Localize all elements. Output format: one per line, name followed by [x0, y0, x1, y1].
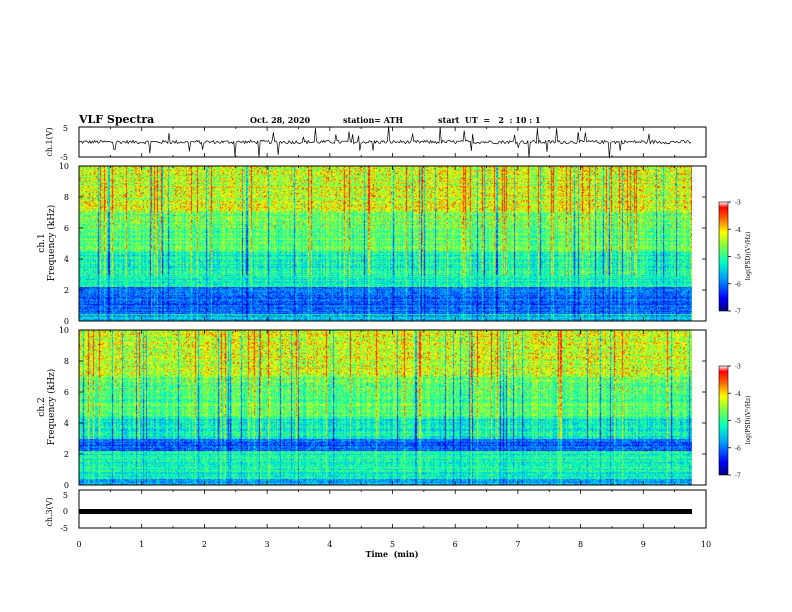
- ch3-waveform-ticks: [78, 490, 707, 528]
- ch1-waveform-panel: 5 -5 ch.1(V): [45, 124, 707, 162]
- colorbar-tick-label: -7: [735, 473, 741, 480]
- y-tick-label: 4: [64, 255, 69, 264]
- y-tick-label: 2: [64, 450, 69, 459]
- y-tick-label: 10: [59, 326, 69, 335]
- x-axis-label: Time (min): [365, 549, 418, 559]
- ch3-waveform-ylabel: ch.3(V): [45, 497, 54, 526]
- ch2-colorbar-label: log(PSD)(V²/Hz): [745, 396, 752, 445]
- ch1-spectrogram-panel: 0 2 4 6 8 10 ch.1 Frequency (kHz): [37, 162, 707, 326]
- ch2-spectrogram-ylabel-channel: ch.2: [37, 397, 47, 416]
- ch1-spectrogram-ylabel: Frequency (kHz): [46, 205, 57, 282]
- y-tick-label: 6: [64, 388, 69, 397]
- colorbar-tick-label: -3: [735, 200, 741, 207]
- ch3-waveform-ytick-mid: 0: [63, 507, 68, 516]
- ch1-colorbar-label: log(PSD)(V²/Hz): [745, 232, 752, 281]
- colorbar-tick-label: -3: [735, 364, 741, 371]
- colorbar-tick-label: -7: [735, 309, 741, 316]
- ch1-waveform-ytick-bottom: -5: [60, 153, 68, 162]
- y-tick-label: 0: [64, 481, 69, 490]
- date-label: Oct. 28, 2020: [250, 115, 311, 125]
- ch2-spectrogram-ylabel: Frequency (kHz): [46, 369, 57, 446]
- ch1-waveform-line: [78, 126, 692, 159]
- ch2-spectrogram-image: [79, 330, 692, 485]
- ch1-colorbar-ticks: -3 -4 -5 -6 -7: [728, 200, 741, 316]
- y-tick-label: 8: [64, 357, 69, 366]
- ch1-spectrogram-image: [79, 166, 692, 321]
- y-tick-label: 10: [59, 162, 69, 171]
- x-tick-label: 6: [453, 540, 458, 549]
- y-tick-label: 8: [64, 193, 69, 202]
- ch1-waveform-ylabel: ch.1(V): [45, 127, 54, 156]
- ch1-waveform-ticks: [78, 127, 707, 157]
- ch2-colorbar: -3 -4 -5 -6 -7 log(PSD)(V²/Hz): [718, 364, 752, 480]
- start-time-label: start UT = 2 : 10 : 1: [438, 115, 541, 125]
- x-tick-label: 0: [76, 540, 81, 549]
- x-tick-label: 10: [701, 540, 711, 549]
- x-tick-label: 2: [202, 540, 207, 549]
- colorbar-tick-label: -6: [735, 281, 741, 288]
- colorbar-tick-label: -4: [735, 391, 741, 398]
- ch1-spectrogram-ylabel-channel: ch.1: [37, 233, 47, 252]
- y-tick-label: 0: [64, 317, 69, 326]
- colorbar-tick-label: -4: [735, 227, 741, 234]
- x-tick-label: 4: [327, 540, 332, 549]
- ch3-waveform-ytick-bottom: -5: [60, 524, 68, 533]
- ch3-waveform-ytick-top: 5: [63, 491, 68, 500]
- x-tick-label: 9: [641, 540, 646, 549]
- figure-title: VLF Spectra: [78, 113, 154, 126]
- ch2-colorbar-ticks: -3 -4 -5 -6 -7: [728, 364, 741, 480]
- ch1-spectrogram-ticks: [78, 166, 707, 321]
- ch1-colorbar-gradient: [718, 201, 729, 312]
- ch1-colorbar: -3 -4 -5 -6 -7 log(PSD)(V²/Hz): [718, 200, 752, 316]
- ch2-spectrogram-ticks: [78, 330, 707, 485]
- ch1-waveform-ytick-top: 5: [63, 124, 68, 133]
- spectrogram-raster: [79, 330, 692, 485]
- x-tick-label: 3: [265, 540, 270, 549]
- ch3-waveform-line: [79, 509, 692, 514]
- ch3-waveform-panel: 5 0 -5 ch.3(V): [45, 489, 707, 533]
- colorbar-tick-label: -5: [735, 254, 741, 261]
- x-tick-label: 8: [578, 540, 583, 549]
- y-tick-label: 2: [64, 286, 69, 295]
- x-axis-tick-labels: 0 1 2 3 4 5 6 7 8 9 10: [76, 540, 711, 549]
- spectrogram-raster: [79, 166, 692, 321]
- y-tick-label: 4: [64, 419, 69, 428]
- ch2-spectrogram-panel: 0 2 4 6 8 10 ch.2 Frequency (kHz): [37, 326, 707, 490]
- ch2-spectrogram-yticks: 0 2 4 6 8 10: [59, 326, 706, 490]
- x-tick-label: 7: [515, 540, 520, 549]
- ch1-spectrogram-yticks: 0 2 4 6 8 10: [59, 162, 706, 326]
- colorbar-tick-label: -5: [735, 418, 741, 425]
- station-label: station= ATH: [343, 115, 403, 125]
- y-tick-label: 6: [64, 224, 69, 233]
- x-tick-label: 1: [139, 540, 144, 549]
- ch2-colorbar-gradient: [718, 365, 729, 476]
- x-tick-label: 5: [390, 540, 395, 549]
- colorbar-tick-label: -6: [735, 445, 741, 452]
